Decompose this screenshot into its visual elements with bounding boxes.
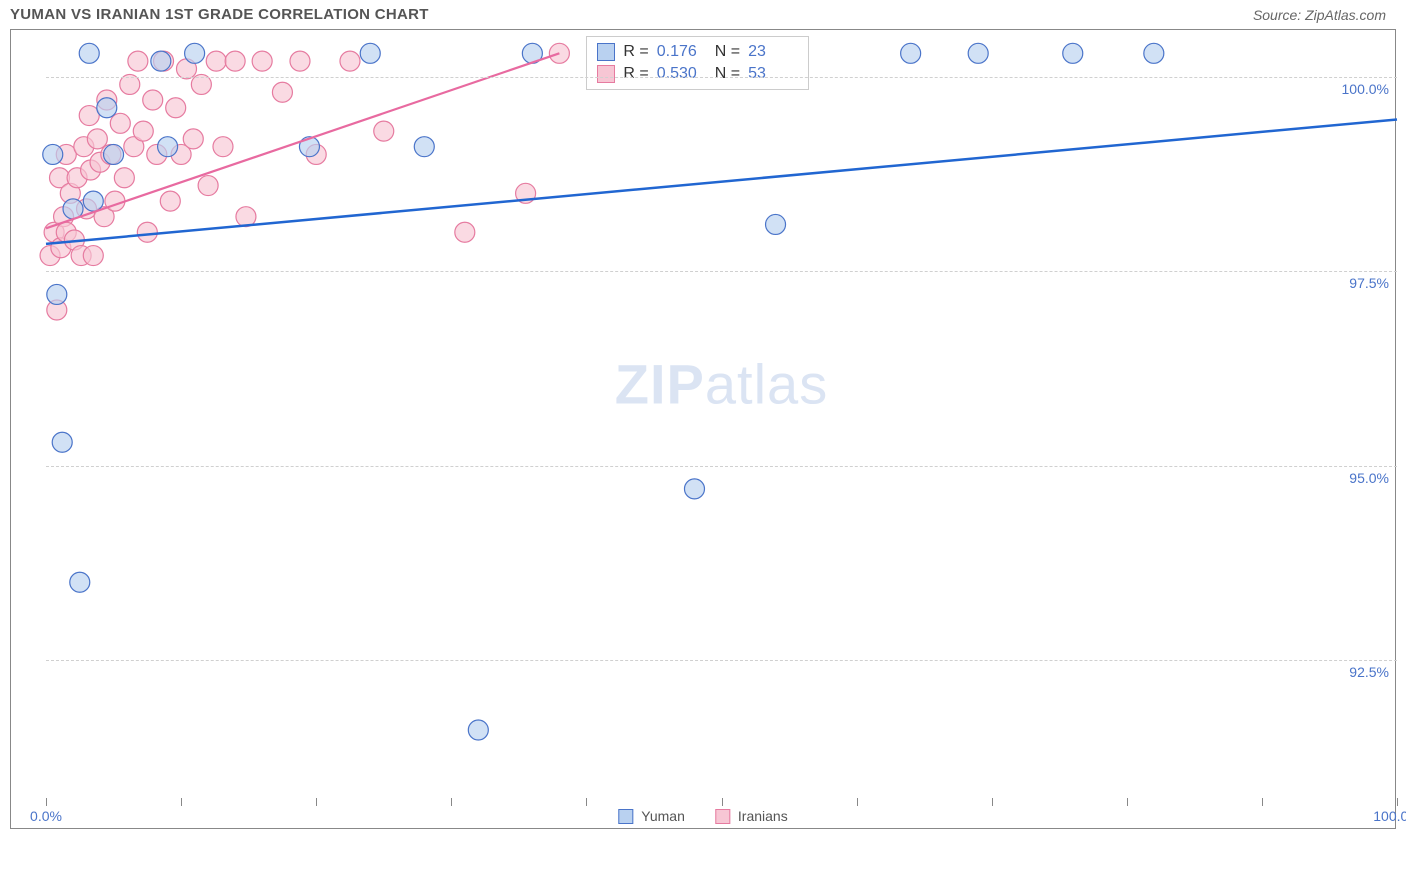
scatter-point (52, 432, 72, 452)
scatter-point (83, 246, 103, 266)
scatter-point (1063, 43, 1083, 63)
scatter-point (252, 51, 272, 71)
scatter-point (360, 43, 380, 63)
scatter-point (1144, 43, 1164, 63)
scatter-point (414, 137, 434, 157)
x-tick (1262, 798, 1263, 806)
stats-legend-box: R = 0.176 N = 23 R = 0.530 N = 53 (586, 36, 809, 90)
scatter-point (87, 129, 107, 149)
scatter-point (374, 121, 394, 141)
gridline-h (46, 77, 1397, 78)
stats-row-pink: R = 0.530 N = 53 (597, 63, 798, 85)
x-tick (46, 798, 47, 806)
scatter-point (183, 129, 203, 149)
scatter-point (128, 51, 148, 71)
scatter-point (225, 51, 245, 71)
chart-header: YUMAN VS IRANIAN 1ST GRADE CORRELATION C… (0, 0, 1406, 29)
y-tick-label: 97.5% (1349, 275, 1389, 291)
scatter-point (340, 51, 360, 71)
legend-pink-label: Iranians (738, 808, 788, 824)
scatter-point (158, 137, 178, 157)
scatter-point (110, 113, 130, 133)
x-tick (857, 798, 858, 806)
legend-item-pink: Iranians (715, 808, 788, 824)
legend-item-blue: Yuman (618, 808, 685, 824)
x-tick (992, 798, 993, 806)
scatter-point (166, 98, 186, 118)
y-tick-label: 100.0% (1342, 81, 1389, 97)
scatter-point (968, 43, 988, 63)
x-tick (451, 798, 452, 806)
gridline-h (46, 660, 1397, 661)
scatter-point (198, 176, 218, 196)
scatter-point (97, 98, 117, 118)
scatter-point (70, 572, 90, 592)
blue-n-value: 23 (748, 43, 798, 61)
chart-source: Source: ZipAtlas.com (1253, 7, 1386, 23)
legend-blue-swatch (618, 809, 633, 824)
scatter-point (114, 168, 134, 188)
bottom-legend: Yuman Iranians (618, 808, 787, 824)
scatter-point (272, 82, 292, 102)
scatter-point (47, 284, 67, 304)
scatter-point (766, 214, 786, 234)
scatter-point (206, 51, 226, 71)
r-label: R = (623, 65, 648, 83)
r-label: R = (623, 43, 648, 61)
scatter-point (83, 191, 103, 211)
n-label: N = (715, 43, 740, 61)
scatter-point (43, 144, 63, 164)
chart-title: YUMAN VS IRANIAN 1ST GRADE CORRELATION C… (10, 6, 429, 23)
x-tick (1127, 798, 1128, 806)
gridline-h (46, 466, 1397, 467)
y-tick-label: 92.5% (1349, 664, 1389, 680)
scatter-point (143, 90, 163, 110)
scatter-point (151, 51, 171, 71)
x-tick (1397, 798, 1398, 806)
pink-n-value: 53 (748, 65, 798, 83)
y-tick-label: 95.0% (1349, 470, 1389, 486)
chart-container: 1st Grade ZIPatlas R = 0.176 N = 23 R = … (10, 29, 1396, 829)
stats-row-blue: R = 0.176 N = 23 (597, 41, 798, 63)
x-tick (586, 798, 587, 806)
scatter-point (79, 43, 99, 63)
scatter-point (455, 222, 475, 242)
scatter-point (684, 479, 704, 499)
n-label: N = (715, 65, 740, 83)
x-tick (316, 798, 317, 806)
legend-pink-swatch (715, 809, 730, 824)
scatter-point (104, 144, 124, 164)
scatter-point (213, 137, 233, 157)
plot-svg (46, 30, 1397, 800)
pink-r-value: 0.530 (657, 65, 707, 83)
plot-area: ZIPatlas R = 0.176 N = 23 R = 0.530 N = … (46, 30, 1397, 800)
x-tick (722, 798, 723, 806)
scatter-point (160, 191, 180, 211)
scatter-point (901, 43, 921, 63)
pink-swatch (597, 65, 615, 83)
scatter-point (133, 121, 153, 141)
scatter-point (468, 720, 488, 740)
scatter-point (137, 222, 157, 242)
gridline-h (46, 271, 1397, 272)
blue-r-value: 0.176 (657, 43, 707, 61)
scatter-point (290, 51, 310, 71)
x-tick-label: 0.0% (30, 808, 62, 824)
blue-swatch (597, 43, 615, 61)
x-tick (181, 798, 182, 806)
trend-line (46, 119, 1397, 243)
x-tick-label: 100.0% (1373, 808, 1406, 824)
legend-blue-label: Yuman (641, 808, 685, 824)
scatter-point (185, 43, 205, 63)
